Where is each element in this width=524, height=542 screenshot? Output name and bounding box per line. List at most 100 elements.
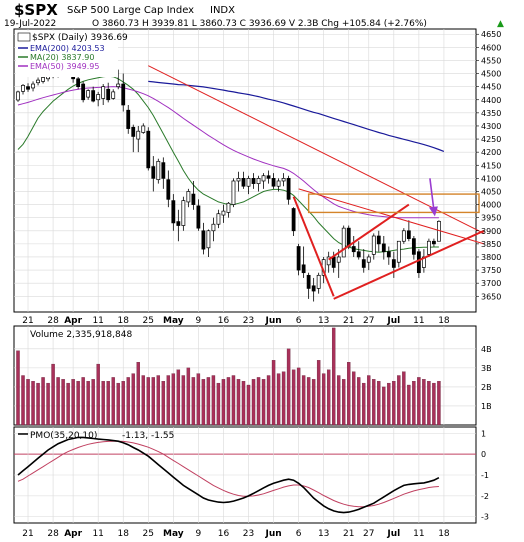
volume-y-tick-label: 2B <box>481 383 492 392</box>
volume-bar <box>206 377 211 426</box>
price-candle <box>231 178 236 208</box>
price-candle <box>181 196 186 231</box>
volume-bar <box>246 384 251 426</box>
chart-exchange: INDX <box>210 5 235 16</box>
date-tick-label: Jul <box>386 529 400 539</box>
price-candle <box>191 180 196 210</box>
ema50-path <box>17 86 439 219</box>
volume-bar <box>422 379 426 426</box>
legend-label: EMA(50) 3949.95 <box>30 62 99 71</box>
volume-bar <box>151 377 156 426</box>
price-y-tick-label: 4300 <box>481 122 501 131</box>
date-tick-label: Apr <box>64 529 82 539</box>
date-tick-label: 21 <box>343 529 354 539</box>
volume-bar <box>326 369 331 426</box>
price-candle <box>311 277 316 302</box>
price-candle <box>201 222 206 255</box>
candle-body <box>41 77 45 82</box>
volume-bar <box>377 381 381 426</box>
price-candle <box>21 84 25 95</box>
chart-symbol: $SPX <box>14 1 58 19</box>
candle-body <box>331 256 336 268</box>
date-tick-label: 18 <box>118 316 130 326</box>
date-tick-label: Jun <box>264 529 281 539</box>
candle-body <box>81 83 86 101</box>
ema200-line <box>148 80 445 152</box>
price-y-tick-label: 3950 <box>481 214 501 223</box>
volume-bar <box>186 367 191 426</box>
price-candle <box>426 238 431 257</box>
price-candle <box>296 243 301 276</box>
price-y-tick-label: 4550 <box>481 56 501 65</box>
date-tick-label: 9 <box>196 529 202 539</box>
candle-body <box>181 200 186 226</box>
volume-bar <box>211 375 216 426</box>
candle-body <box>416 251 421 274</box>
price-candle <box>281 173 286 187</box>
price-panel-title: $SPX (Daily) 3936.69 <box>32 33 128 43</box>
date-tick-label: 6 <box>296 529 302 539</box>
price-y-tick-label: 4650 <box>481 30 501 39</box>
trendline <box>292 196 335 297</box>
volume-bars <box>16 327 441 426</box>
volume-bar <box>146 377 150 426</box>
candle-body <box>361 259 366 268</box>
price-y-tick-label: 3900 <box>481 227 501 236</box>
candle-body <box>251 178 256 184</box>
date-tick-label: 21 <box>22 529 33 539</box>
candle-body <box>91 90 96 102</box>
candle-body <box>401 230 406 242</box>
volume-bar <box>271 360 276 426</box>
price-annotations <box>148 65 485 300</box>
volume-bar <box>427 381 431 426</box>
volume-bar <box>367 375 371 426</box>
trendline <box>328 203 410 261</box>
date-tick-label: 11 <box>413 316 424 326</box>
candle-body <box>126 109 131 129</box>
candle-body <box>31 83 35 89</box>
candle-body <box>306 274 311 289</box>
volume-bar <box>316 360 321 426</box>
price-candle <box>36 77 40 86</box>
candle-body <box>96 94 101 101</box>
volume-bar <box>231 375 236 426</box>
candle-body <box>341 227 346 258</box>
volume-bar <box>51 363 55 426</box>
date-tick-label: 28 <box>47 529 59 539</box>
volume-bar <box>241 381 246 426</box>
volume-bar <box>437 381 441 426</box>
date-tick-label: 11 <box>92 529 103 539</box>
pmo-panel-title: PMO(35,20,10) <box>30 431 97 441</box>
ema50-line <box>17 86 439 219</box>
candle-body <box>346 227 351 247</box>
pmo-y-tick-label: 1 <box>481 429 486 438</box>
volume-bar <box>196 373 201 426</box>
volume-bar <box>296 367 301 426</box>
date-tick-label: Jul <box>386 316 400 326</box>
price-candle <box>301 246 306 278</box>
volume-bar <box>71 379 75 426</box>
price-y-tick-label: 4150 <box>481 161 501 170</box>
volume-bar <box>392 381 396 426</box>
candle-body <box>131 126 136 137</box>
price-candle <box>371 233 376 260</box>
price-candle <box>341 225 346 258</box>
volume-bar <box>286 348 291 426</box>
annotation-arrow-head <box>428 206 438 217</box>
price-candle <box>156 158 161 184</box>
date-tick-label: 27 <box>363 529 374 539</box>
volume-bar <box>86 381 90 426</box>
pmo-y-axis: -3 -2 -1 0 1 <box>481 429 489 521</box>
candle-body <box>336 256 341 263</box>
price-candle <box>432 238 436 247</box>
volume-bar <box>171 373 176 426</box>
price-candle <box>386 246 391 265</box>
price-y-tick-label: 4000 <box>481 201 501 210</box>
price-candle <box>376 230 381 252</box>
price-candle <box>361 249 366 273</box>
volume-bar <box>56 377 60 426</box>
volume-bar <box>256 377 261 426</box>
price-candle <box>101 84 106 105</box>
volume-bar <box>236 379 241 426</box>
candle-body <box>261 175 266 182</box>
